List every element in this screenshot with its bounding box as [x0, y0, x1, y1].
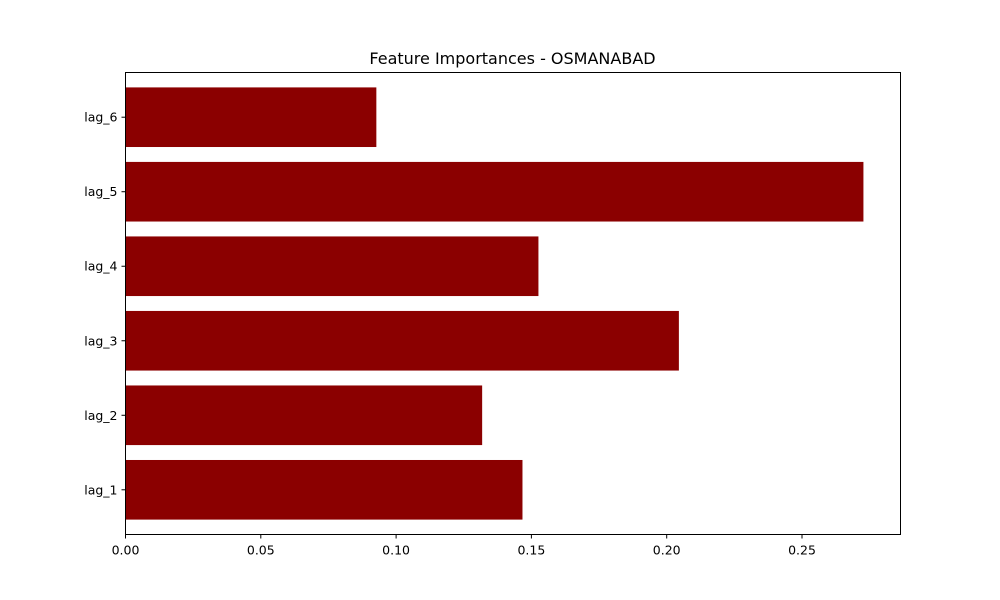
- chart-title: Feature Importances - OSMANABAD: [369, 49, 655, 68]
- bar-lag_3: [125, 310, 679, 371]
- x-tick-label: 0.20: [653, 543, 681, 558]
- y-tick-label: lag_4: [84, 259, 117, 274]
- x-tick-label: 0.15: [517, 543, 545, 558]
- bar-lag_2: [125, 385, 483, 446]
- y-tick-label: lag_2: [84, 408, 117, 423]
- bar-lag_4: [125, 236, 539, 297]
- bar-lag_5: [125, 161, 864, 222]
- y-tick-label: lag_6: [84, 110, 117, 125]
- y-tick-label: lag_5: [84, 184, 117, 199]
- x-tick-label: 0.05: [247, 543, 275, 558]
- plot-area-frame: [125, 72, 901, 535]
- y-tick-label: lag_3: [84, 333, 117, 348]
- bars-group: [125, 87, 864, 520]
- x-tick-label: 0.25: [788, 543, 816, 558]
- bar-lag_6: [125, 87, 377, 148]
- x-tick-label: 0.10: [382, 543, 410, 558]
- y-tick-label: lag_1: [84, 482, 117, 497]
- y-axis-ticks: lag_1 lag_2 lag_3 lag_4 lag_5 lag_6: [84, 110, 126, 497]
- bar-lag_1: [125, 459, 523, 520]
- x-tick-label: 0.00: [112, 543, 140, 558]
- x-axis-ticks: 0.00 0.05 0.10 0.15 0.20 0.25: [112, 534, 816, 558]
